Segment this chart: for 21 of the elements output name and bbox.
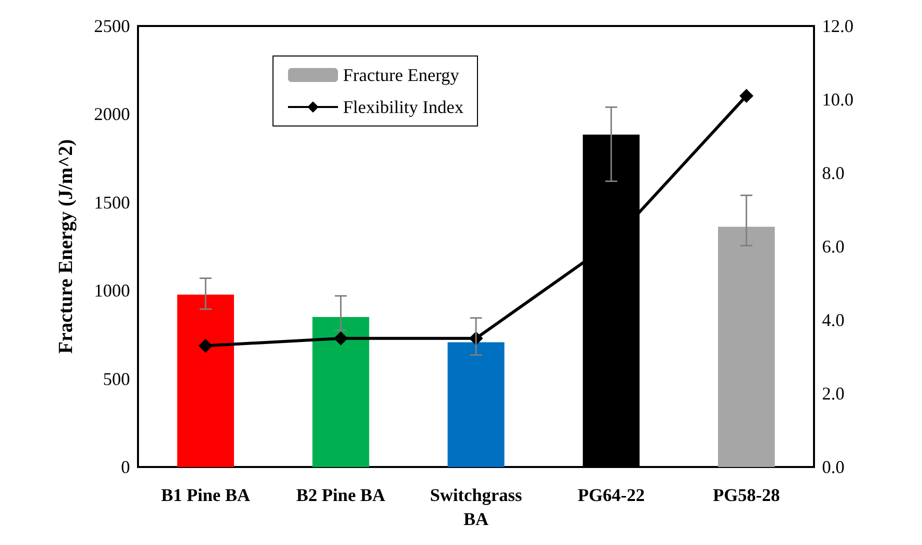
y2-tick-label: 0.0 [822,457,844,477]
y-tick-label: 500 [103,368,130,389]
y2-tick-label: 12.0 [822,16,854,36]
x-tick-label: PG58-28 [712,485,780,505]
y-tick-label: 0 [121,457,130,477]
y-tick-label: 1000 [94,280,130,301]
y2-tick-label: 4.0 [822,310,844,330]
y-axis-title: Fracture Energy (J/m^2) [55,139,77,354]
y-tick-label: 2500 [94,16,130,36]
y2-tick-label: 2.0 [822,384,844,404]
y-tick-label: 2000 [94,104,130,124]
legend-label: Fracture Energy [343,65,460,85]
x-tick-label: B1 Pine BA [161,485,250,505]
x-tick-label: Switchgrass BA [430,485,522,529]
x-tick-label: PG64-22 [578,485,645,505]
y2-tick-label: 6.0 [822,236,844,256]
y2-tick-label: 8.0 [822,163,844,183]
x-tick-label: B2 Pine BA [296,485,386,505]
legend-label: Flexibility Index [343,97,464,117]
y2-tick-label: 10.0 [822,90,854,110]
y-tick-label: 1500 [94,192,130,212]
